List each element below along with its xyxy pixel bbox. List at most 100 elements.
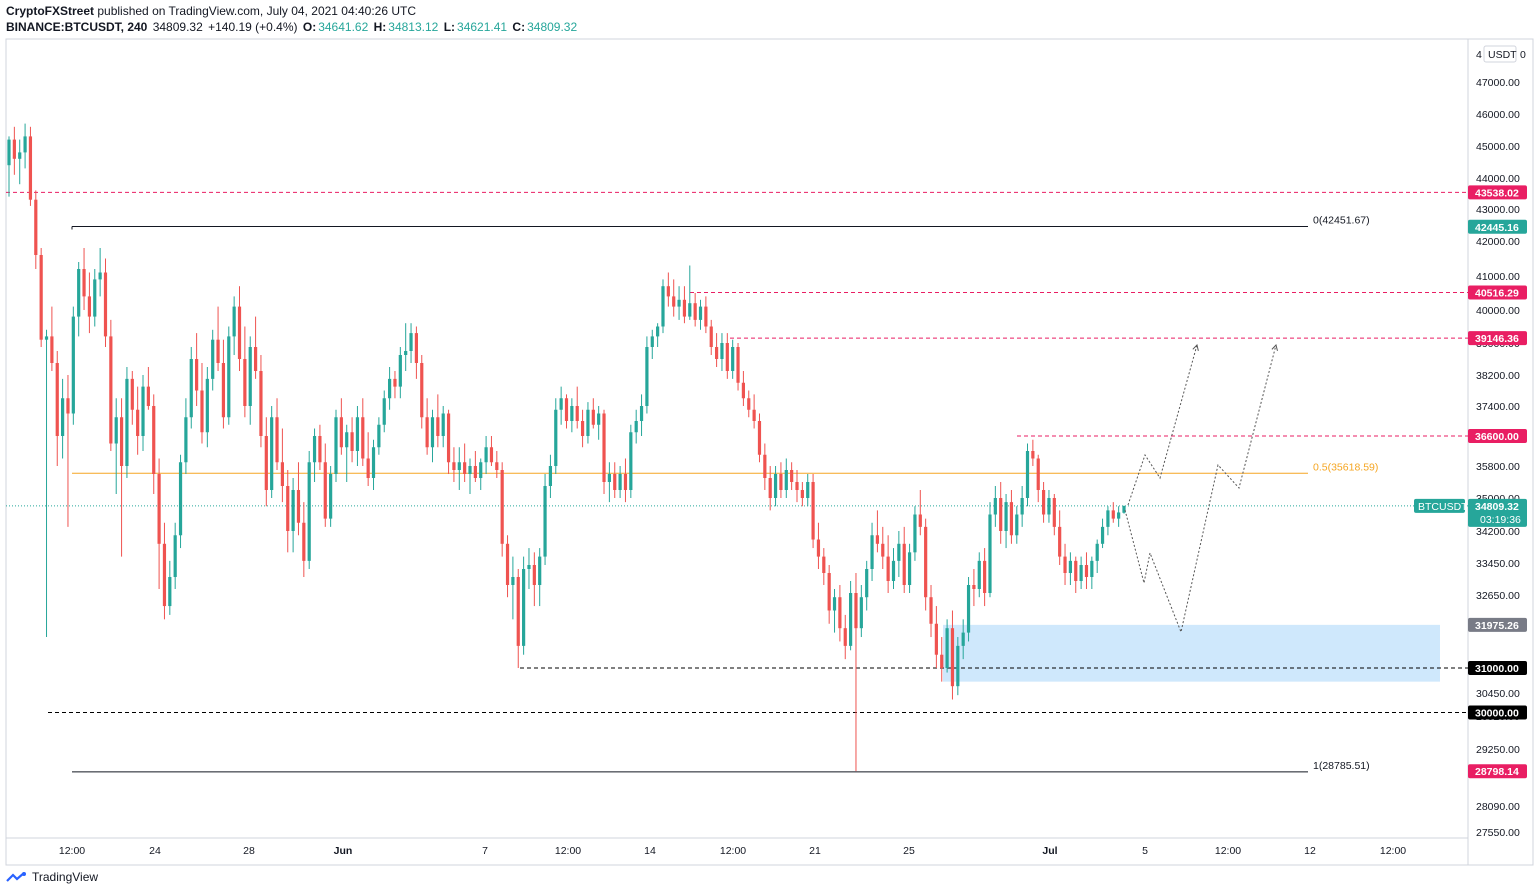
candle: [881, 526, 885, 569]
candle-body: [784, 470, 788, 490]
footer-brand: TradingView: [32, 870, 99, 884]
candle-body: [731, 347, 735, 371]
x-tick-label: Jul: [1042, 845, 1057, 857]
candle: [1036, 454, 1040, 503]
candle: [580, 409, 585, 448]
candle-body: [714, 347, 719, 359]
candle: [484, 436, 488, 474]
candle: [747, 390, 751, 418]
candle-body: [270, 417, 274, 490]
candle: [34, 190, 38, 269]
candle-body: [103, 272, 108, 337]
candle: [538, 548, 542, 607]
candle: [784, 458, 788, 498]
candle: [195, 333, 199, 406]
candle: [1100, 518, 1105, 549]
candle: [296, 462, 301, 536]
price-tag: 31000.00: [1468, 661, 1527, 675]
candle-body: [773, 474, 778, 498]
price-tag-box: [1468, 285, 1527, 300]
candle-body: [763, 454, 767, 478]
candle-body: [216, 339, 220, 363]
price-tag-box: [1468, 429, 1527, 443]
candle: [607, 462, 611, 503]
candle-body: [693, 303, 697, 320]
candle: [232, 296, 236, 355]
candle-body: [109, 336, 113, 444]
candle: [854, 573, 858, 772]
candle: [1052, 494, 1056, 536]
candle-body: [361, 417, 365, 459]
candle: [114, 398, 118, 494]
candle-body: [452, 462, 456, 470]
candle: [639, 394, 644, 436]
candle: [795, 470, 799, 503]
candle-body: [55, 363, 59, 436]
price-chart[interactable]: 0(42451.67) 0.5(35618.59) 1(28785.51) 4 USD…: [0, 0, 1536, 870]
candle: [109, 319, 113, 451]
tradingview-footer[interactable]: TradingView: [6, 870, 98, 884]
price-tag-label: 36600.00: [1475, 431, 1519, 443]
candle: [554, 398, 558, 474]
candle-body: [221, 363, 226, 418]
candle: [404, 323, 408, 371]
candle-body: [554, 409, 558, 466]
candle: [983, 548, 987, 607]
candle: [125, 367, 129, 478]
candle-body: [1031, 451, 1035, 459]
candle: [463, 443, 467, 482]
candle-body: [940, 654, 944, 668]
symbol-label[interactable]: BINANCE:BTCUSDT, 240: [6, 20, 148, 34]
price-tag: 36600.00: [1468, 429, 1527, 443]
candle-body: [618, 474, 622, 490]
candle-body: [1015, 514, 1019, 536]
candle-body: [532, 565, 536, 585]
candle-body: [779, 474, 783, 490]
candle: [757, 413, 762, 463]
candle-body: [736, 347, 740, 383]
candle-body: [768, 478, 772, 498]
candle: [168, 560, 172, 615]
candle-body: [1106, 510, 1110, 527]
x-tick-label: 12:00: [1380, 845, 1406, 857]
price-tag-label: 39146.36: [1475, 333, 1519, 345]
candle-body: [956, 645, 960, 687]
candle-body: [983, 560, 987, 593]
candle: [184, 398, 188, 474]
candle: [425, 398, 429, 455]
price-change: +140.19 (+0.4%): [208, 20, 298, 34]
candle: [157, 458, 161, 589]
y-tick-label: 41000.00: [1476, 271, 1520, 283]
candle-body: [741, 382, 745, 399]
x-tick-label: 25: [903, 845, 915, 857]
price-tag-box: [1468, 705, 1527, 720]
candle-body: [623, 474, 628, 490]
ohlc-line: BINANCE:BTCUSDT, 240 34809.32 +140.19 (+…: [6, 19, 579, 35]
y-tick-label: 32650.00: [1476, 590, 1520, 602]
candle: [500, 462, 504, 557]
candle: [961, 619, 965, 660]
candle-body: [672, 296, 676, 307]
candle: [270, 406, 274, 498]
candle: [264, 417, 268, 507]
candle-body: [720, 343, 724, 359]
candle: [993, 486, 997, 527]
publisher-name[interactable]: CryptoFXStreet: [6, 4, 95, 18]
candle-body: [227, 336, 231, 418]
candle: [682, 286, 687, 324]
candle: [77, 262, 81, 337]
candle: [366, 432, 370, 486]
symbol-tag-box: [1414, 498, 1465, 513]
candle-body: [259, 371, 263, 436]
projection-path-2: [1124, 344, 1277, 634]
candle: [1117, 506, 1121, 527]
candle-body: [639, 406, 644, 421]
candle-body: [28, 136, 33, 200]
candle-body: [12, 139, 16, 159]
candle: [698, 299, 703, 330]
candle: [693, 293, 697, 327]
candle: [71, 306, 75, 425]
candle: [18, 139, 22, 185]
candle-body: [602, 413, 606, 482]
candle: [940, 637, 944, 682]
